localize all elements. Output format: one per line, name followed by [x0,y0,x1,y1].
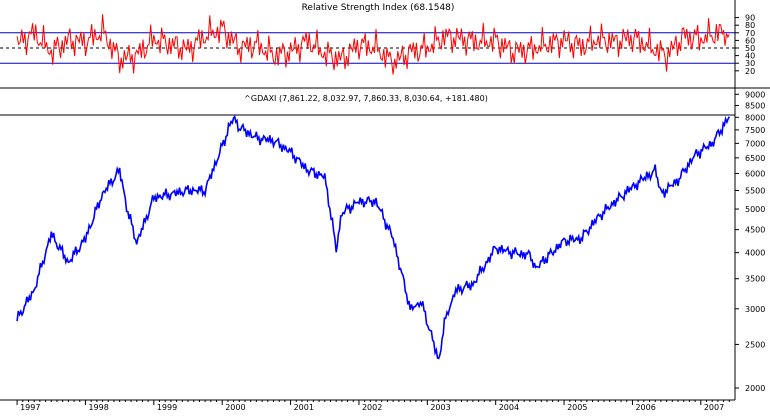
rsi-tick-label: 60 [745,36,755,45]
price-tick-label: 6500 [745,154,765,163]
rsi-tick-label: 30 [745,59,755,68]
price-tick-label: 7500 [745,126,765,135]
rsi-line [16,14,730,75]
x-tick-label: 2001 [294,403,314,412]
price-tick-label: 4000 [745,249,765,258]
x-tick-label: 2006 [635,403,655,412]
price-tick-label: 5500 [745,186,765,195]
price-tick-label: 4500 [745,226,765,235]
price-line [16,115,731,360]
price-tick-label: 2500 [745,340,765,349]
rsi-background [0,0,770,88]
price-panel: 2000 2500 3000 3500 4000 4500 5000 5500 6000 6500… [0,88,765,400]
price-tick-label: 2000 [745,384,765,393]
price-tick-label: 5000 [745,205,765,214]
x-tick-label: 2003 [430,403,450,412]
x-tick-label: 1998 [88,403,108,412]
rsi-tick-label: 70 [745,29,755,38]
x-axis: 1997 1998 1999 2000 2001 2002 2003 2004 2005 2006… [0,399,735,412]
price-tick-label: 6000 [745,169,765,178]
rsi-title: Relative Strength Index (68.1548) [302,3,455,13]
price-tick-label: 7000 [745,139,765,148]
price-tick-label: 8500 [745,101,765,110]
x-tick-label: 2005 [567,403,587,412]
x-tick-label: 1997 [20,403,40,412]
x-tick-label: 2000 [225,403,245,412]
rsi-tick-label: 90 [745,14,755,23]
rsi-tick-label: 20 [745,67,755,76]
rsi-tick-label: 50 [745,44,755,53]
rsi-tick-label: 40 [745,52,755,61]
price-tick-label: 3500 [745,275,765,284]
x-tick-label: 2004 [499,403,519,412]
rsi-tick-label: 80 [745,21,755,30]
price-tick-label: 3000 [745,305,765,314]
x-tick-label: 2007 [704,403,724,412]
x-tick-label: 1999 [157,403,177,412]
price-title: ^GDAXI (7,861.22, 8,032.97, 7,860.33, 8,… [244,94,488,103]
x-tick-label: 2002 [362,403,382,412]
price-tick-label: 8000 [745,113,765,122]
price-tick-label: 9000 [745,90,765,99]
